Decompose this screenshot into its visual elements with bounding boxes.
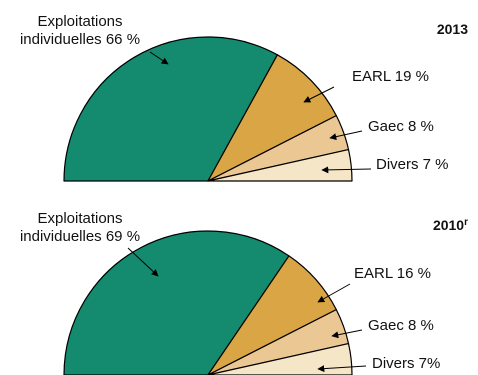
slice-label-1-1: EARL 16 %: [354, 265, 431, 282]
slice-label-line2: individuelles 66 %: [20, 31, 140, 48]
slice-label-1-0: Exploitations individuelles 69 %: [20, 210, 140, 245]
slice-pointer-arrow-1-2: [331, 329, 363, 339]
slice-label-1-3: Divers 7%: [372, 355, 440, 372]
slice-pointer-arrow-1-3: [317, 365, 367, 373]
slice-label-1-2: Gaec 8 %: [368, 317, 434, 334]
slice-label-line1: Divers 7%: [372, 355, 440, 372]
slice-label-line1: EARL 19 %: [352, 68, 429, 85]
pie-chart-0: Exploitations individuelles 66 % EARL 19 %…: [20, 13, 468, 182]
slice-label-line1: Gaec 8 %: [368, 317, 434, 334]
slice-label-line1: Exploitations: [37, 210, 122, 227]
slice-label-0-1: EARL 19 %: [352, 68, 429, 85]
slice-label-line1: Gaec 8 %: [368, 118, 434, 135]
chart-year-title-0: 2013: [437, 21, 468, 37]
slice-pointer-arrow-1-1: [317, 283, 351, 303]
slice-label-line2: individuelles 69 %: [20, 228, 140, 245]
slice-label-line1: EARL 16 %: [354, 265, 431, 282]
slice-pointer-arrow-0-1: [303, 86, 335, 103]
slice-label-0-0: Exploitations individuelles 66 %: [20, 13, 140, 48]
slice-label-line1: Divers 7 %: [376, 156, 449, 173]
slice-pointer-arrow-1-0: [127, 247, 159, 277]
pie-slice-0-1: [207, 54, 337, 182]
pie-chart-1: Exploitations individuelles 69 % EARL 16 %…: [20, 210, 468, 375]
pie-slice-0-3: [207, 148, 353, 182]
slice-pointer-arrow-0-0: [149, 51, 169, 65]
slice-label-0-3: Divers 7 %: [376, 156, 449, 173]
slice-label-0-2: Gaec 8 %: [368, 118, 434, 135]
pie-slice-1-0: [63, 230, 290, 375]
chart-year-title-1: 2010r: [433, 217, 468, 233]
slice-pointer-arrow-0-2: [329, 130, 363, 141]
slice-pointer-arrow-0-3: [321, 166, 372, 174]
slice-label-line1: Exploitations: [37, 13, 122, 30]
pie-slice-0-0: [63, 36, 278, 182]
